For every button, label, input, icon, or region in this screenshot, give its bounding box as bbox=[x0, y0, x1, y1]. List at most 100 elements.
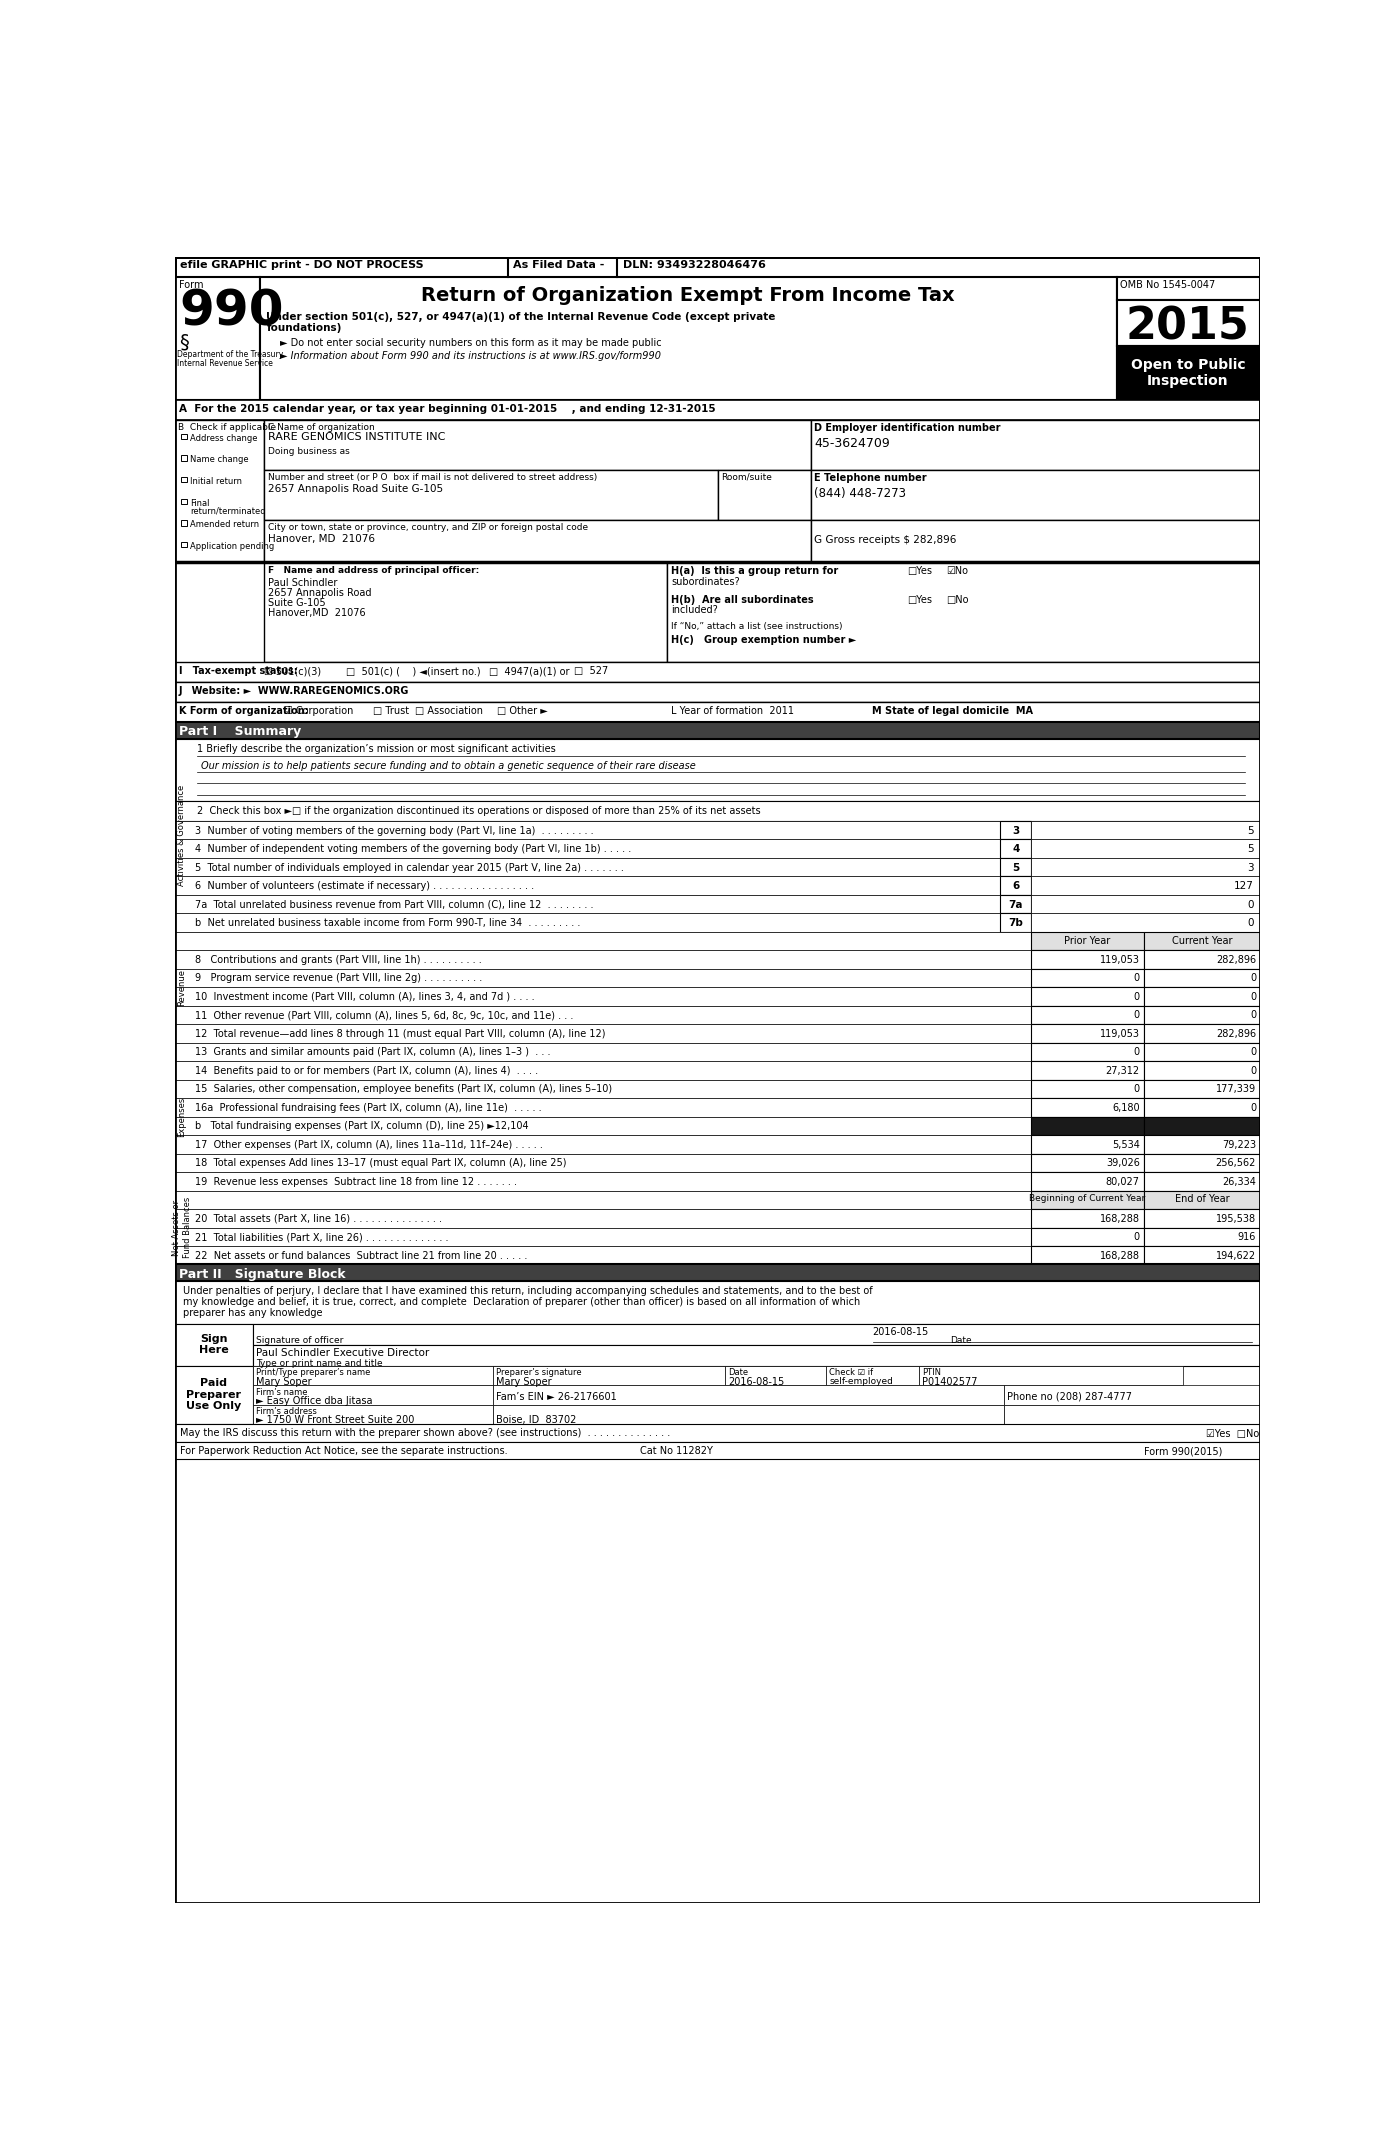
Text: 119,053: 119,053 bbox=[1100, 1028, 1140, 1039]
Text: §: § bbox=[179, 331, 189, 351]
Bar bbox=[1144, 1155, 1260, 1172]
Text: 195,538: 195,538 bbox=[1217, 1214, 1256, 1223]
Bar bbox=[1032, 988, 1144, 1005]
Text: ► 1750 W Front Street Suite 200: ► 1750 W Front Street Suite 200 bbox=[256, 1415, 414, 1426]
Text: I   Tax-exempt status:: I Tax-exempt status: bbox=[179, 667, 298, 676]
Text: 6: 6 bbox=[1012, 881, 1019, 892]
Text: ► Information about Form 990 and its instructions is at www.IRS.gov/form990: ► Information about Form 990 and its ins… bbox=[280, 351, 661, 361]
Bar bbox=[265, 419, 811, 470]
Text: Type or print name and title: Type or print name and title bbox=[256, 1360, 384, 1368]
Bar bbox=[181, 434, 186, 438]
Text: OMB No 1545-0047: OMB No 1545-0047 bbox=[1120, 280, 1215, 291]
Bar bbox=[1144, 1227, 1260, 1246]
Bar bbox=[1144, 1005, 1260, 1024]
Text: Room/suite: Room/suite bbox=[721, 472, 773, 481]
Text: Form 990(2015): Form 990(2015) bbox=[1144, 1445, 1222, 1456]
Bar bbox=[175, 969, 1032, 988]
Text: 20  Total assets (Part X, line 16) . . . . . . . . . . . . . . .: 20 Total assets (Part X, line 16) . . . … bbox=[195, 1214, 442, 1223]
Text: 256,562: 256,562 bbox=[1215, 1159, 1256, 1167]
Bar bbox=[1004, 1385, 1260, 1405]
Bar bbox=[1001, 913, 1032, 932]
Text: 0: 0 bbox=[1247, 900, 1254, 909]
Bar bbox=[175, 840, 1001, 857]
Text: 194,622: 194,622 bbox=[1217, 1251, 1256, 1261]
Text: 19  Revenue less expenses  Subtract line 18 from line 12 . . . . . . .: 19 Revenue less expenses Subtract line 1… bbox=[195, 1176, 517, 1187]
Bar bbox=[265, 562, 668, 663]
Text: □  4947(a)(1) or: □ 4947(a)(1) or bbox=[489, 667, 570, 676]
Text: 45-3624709: 45-3624709 bbox=[815, 436, 890, 449]
Bar bbox=[717, 470, 811, 520]
Bar bbox=[175, 703, 1260, 723]
Text: Doing business as: Doing business as bbox=[267, 447, 350, 455]
Text: □  501(c) (    ) ◄(insert no.): □ 501(c) ( ) ◄(insert no.) bbox=[346, 667, 480, 676]
Text: DLN: 93493228046476: DLN: 93493228046476 bbox=[623, 261, 766, 269]
Text: ► Do not enter social security numbers on this form as it may be made public: ► Do not enter social security numbers o… bbox=[280, 338, 661, 348]
Bar bbox=[1032, 1043, 1144, 1060]
Text: Phone no (208) 287-4777: Phone no (208) 287-4777 bbox=[1008, 1392, 1133, 1403]
Text: If “No,” attach a list (see instructions): If “No,” attach a list (see instructions… bbox=[671, 622, 843, 631]
Text: 5: 5 bbox=[1247, 825, 1254, 836]
Text: Prior Year: Prior Year bbox=[1064, 936, 1110, 945]
Text: foundations): foundations) bbox=[266, 323, 342, 334]
Text: b  Net unrelated business taxable income from Form 990-T, line 34  . . . . . . .: b Net unrelated business taxable income … bbox=[195, 917, 581, 928]
Text: 4: 4 bbox=[1012, 845, 1019, 853]
Bar bbox=[175, 949, 1032, 969]
Text: 7b: 7b bbox=[1008, 917, 1023, 928]
Text: Preparer’s signature: Preparer’s signature bbox=[496, 1368, 581, 1377]
Text: Cat No 11282Y: Cat No 11282Y bbox=[640, 1445, 713, 1456]
Text: subordinates?: subordinates? bbox=[671, 577, 739, 586]
Bar bbox=[175, 877, 1001, 896]
Text: 27,312: 27,312 bbox=[1106, 1067, 1140, 1075]
Text: □ Association: □ Association bbox=[416, 706, 483, 716]
Bar bbox=[1144, 1246, 1260, 1264]
Text: Internal Revenue Service: Internal Revenue Service bbox=[178, 359, 273, 368]
Text: Open to Public
Inspection: Open to Public Inspection bbox=[1131, 357, 1245, 387]
Text: 15  Salaries, other compensation, employee benefits (Part IX, column (A), lines : 15 Salaries, other compensation, employe… bbox=[195, 1084, 612, 1095]
Bar bbox=[175, 821, 1001, 840]
Bar bbox=[1032, 1227, 1144, 1246]
Text: A  For the 2015 calendar year, or tax year beginning 01-01-2015    , and ending : A For the 2015 calendar year, or tax yea… bbox=[179, 404, 715, 413]
Bar bbox=[175, 1024, 1032, 1043]
Text: self-employed: self-employed bbox=[829, 1377, 893, 1385]
Text: Signature of officer: Signature of officer bbox=[256, 1336, 344, 1345]
Bar bbox=[175, 1060, 1032, 1080]
Text: For Paperwork Reduction Act Notice, see the separate instructions.: For Paperwork Reduction Act Notice, see … bbox=[179, 1445, 507, 1456]
Bar bbox=[1032, 896, 1260, 913]
Text: ☑No: ☑No bbox=[946, 567, 969, 575]
Bar bbox=[181, 477, 186, 483]
Bar bbox=[1144, 1210, 1260, 1227]
Bar bbox=[1144, 1080, 1260, 1099]
Text: PTIN: PTIN bbox=[923, 1368, 941, 1377]
Text: Sign
Here: Sign Here bbox=[199, 1334, 228, 1355]
Text: Revenue: Revenue bbox=[178, 969, 186, 1005]
Text: Date: Date bbox=[728, 1368, 749, 1377]
Text: 0: 0 bbox=[1134, 1048, 1140, 1058]
Bar bbox=[1004, 1405, 1260, 1424]
Bar bbox=[1144, 932, 1260, 949]
Bar bbox=[1144, 1191, 1260, 1210]
Text: Name change: Name change bbox=[190, 455, 249, 464]
Bar bbox=[811, 470, 1260, 520]
Bar bbox=[175, 913, 1001, 932]
Text: 168,288: 168,288 bbox=[1100, 1214, 1140, 1223]
Bar bbox=[1032, 1155, 1144, 1172]
Bar bbox=[1144, 988, 1260, 1005]
Bar bbox=[1032, 1135, 1144, 1155]
Text: 10  Investment income (Part VIII, column (A), lines 3, 4, and 7d ) . . . .: 10 Investment income (Part VIII, column … bbox=[195, 992, 535, 1003]
Text: 0: 0 bbox=[1134, 992, 1140, 1003]
Text: 5,534: 5,534 bbox=[1112, 1140, 1140, 1150]
Text: 0: 0 bbox=[1250, 1011, 1256, 1020]
Bar bbox=[175, 857, 1001, 877]
Text: my knowledge and belief, it is true, correct, and complete  Declaration of prepa: my knowledge and belief, it is true, cor… bbox=[183, 1298, 860, 1306]
Text: Beginning of Current Year: Beginning of Current Year bbox=[1029, 1195, 1145, 1204]
Bar bbox=[252, 1405, 493, 1424]
Bar bbox=[175, 988, 1032, 1005]
Bar bbox=[175, 419, 265, 562]
Text: Initial return: Initial return bbox=[190, 477, 242, 485]
Text: Firm’s name: Firm’s name bbox=[256, 1388, 307, 1396]
Bar bbox=[725, 1366, 826, 1385]
Bar bbox=[1032, 840, 1260, 857]
Text: J   Website: ►  WWW.RAREGENOMICS.ORG: J Website: ► WWW.RAREGENOMICS.ORG bbox=[179, 686, 409, 697]
Text: 11  Other revenue (Part VIII, column (A), lines 5, 6d, 8c, 9c, 10c, and 11e) . .: 11 Other revenue (Part VIII, column (A),… bbox=[195, 1011, 574, 1020]
Text: ► Easy Office dba Jitasa: ► Easy Office dba Jitasa bbox=[256, 1396, 372, 1407]
